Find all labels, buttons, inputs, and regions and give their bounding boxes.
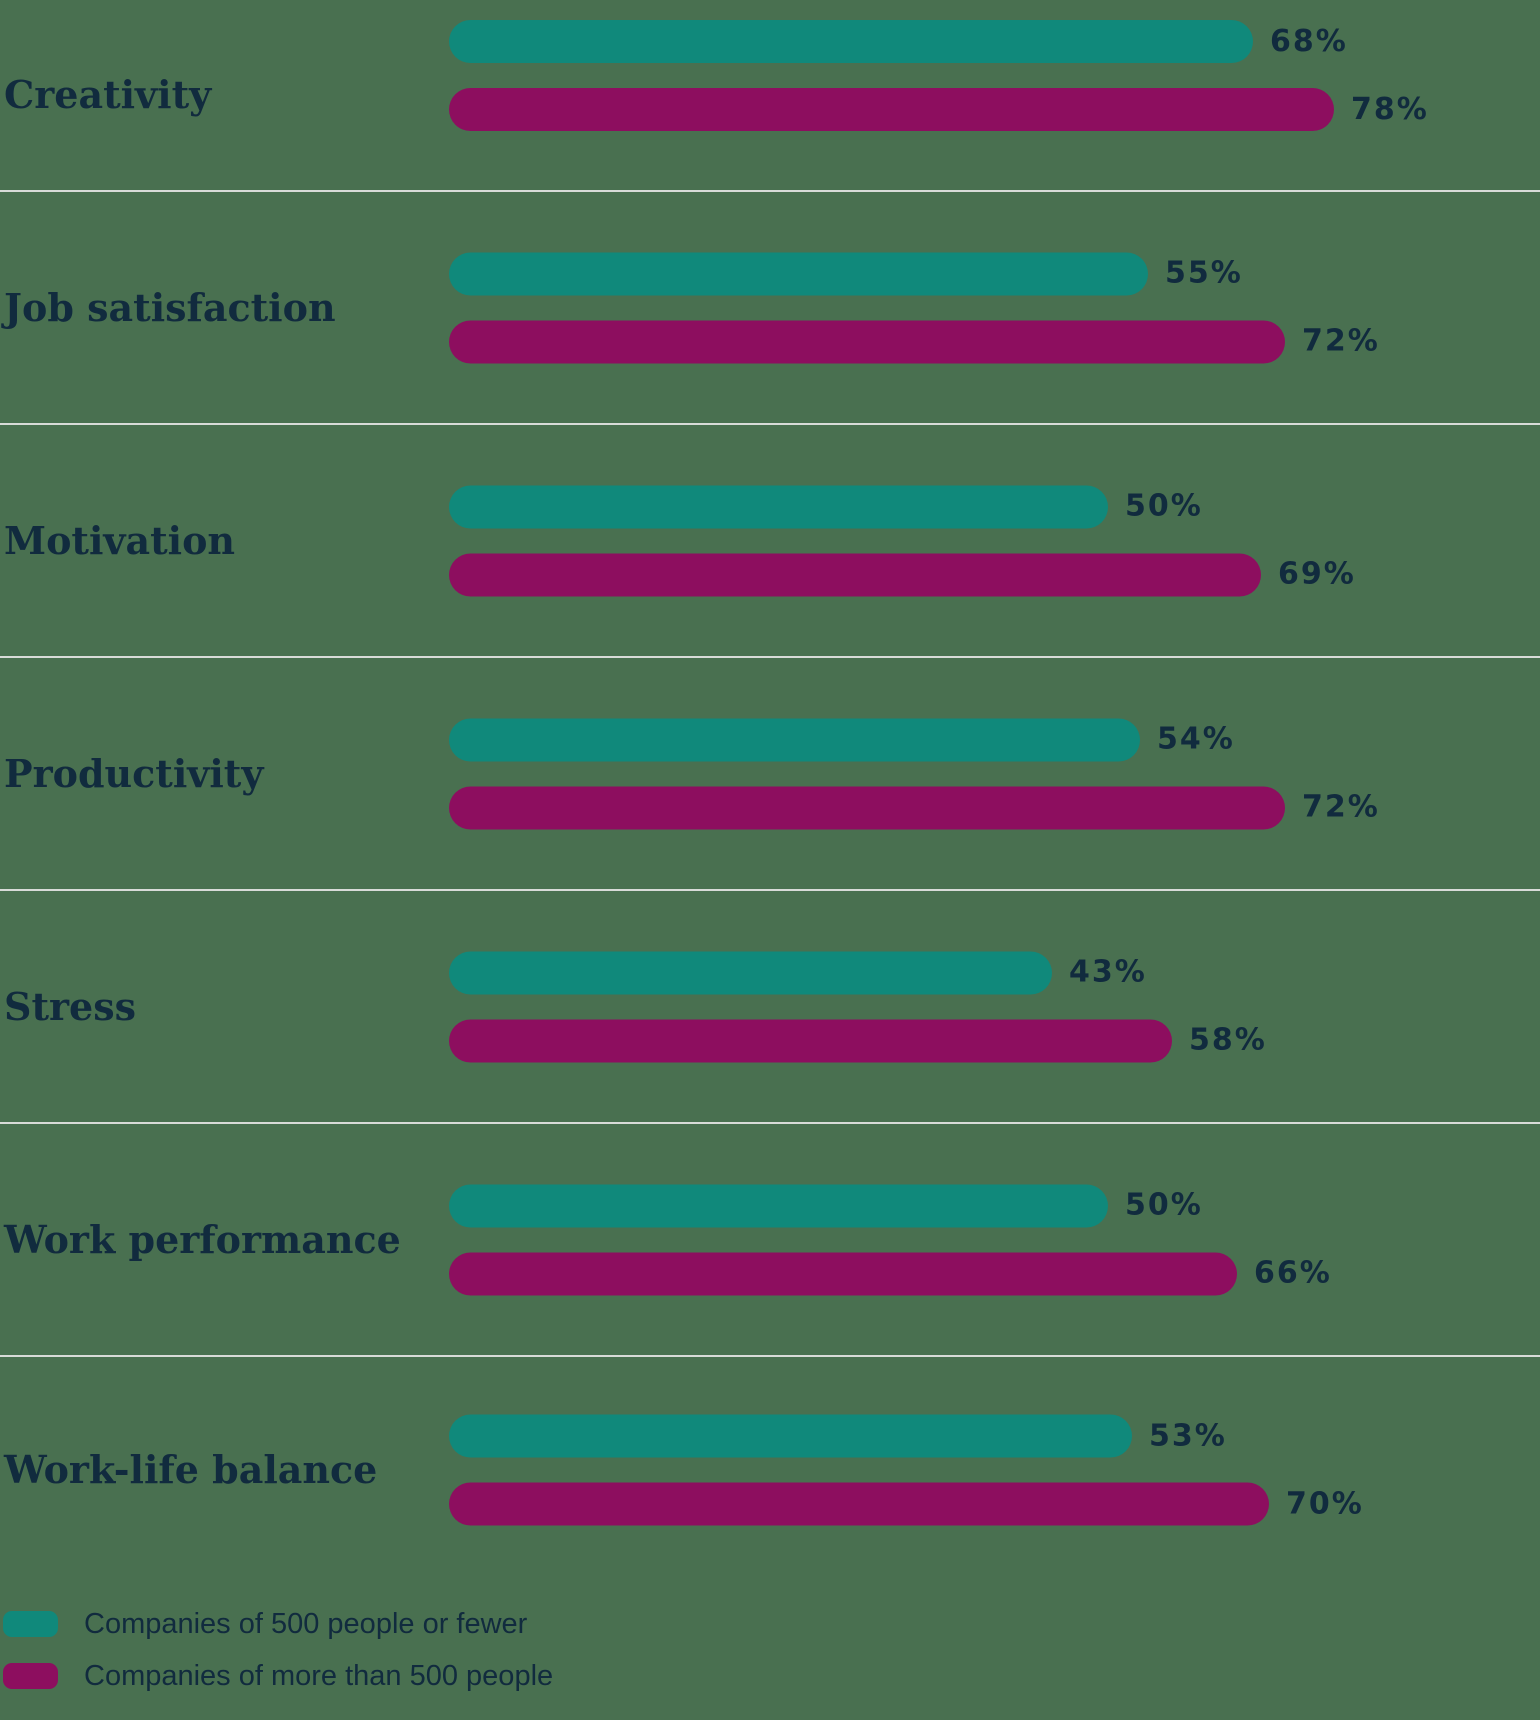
bar-line: 72%: [449, 320, 1540, 363]
bar-value-label: 72%: [1302, 789, 1380, 825]
bar-value-label: 66%: [1254, 1255, 1332, 1291]
category-row: Work-life balance 53% 70%: [0, 1355, 1540, 1583]
category-label: Work-life balance: [4, 1447, 378, 1493]
category-label: Productivity: [4, 750, 264, 796]
bar-large-company: [449, 786, 1285, 829]
bar-large-company: [449, 88, 1334, 131]
category-label: Work performance: [4, 1216, 401, 1262]
category-row: Productivity 54% 72%: [0, 656, 1540, 889]
bar-value-label: 70%: [1286, 1486, 1364, 1521]
category-label: Job satisfaction: [4, 284, 336, 330]
category-label: Creativity: [4, 72, 212, 118]
legend: Companies of 500 people or fewer Compani…: [0, 1583, 1540, 1720]
category-row: Work performance 50% 66%: [0, 1122, 1540, 1355]
bar-group: 54% 72%: [449, 718, 1540, 829]
bar-line: 66%: [449, 1252, 1540, 1295]
legend-item: Companies of more than 500 people: [3, 1661, 1540, 1691]
bar-line: 50%: [449, 485, 1540, 528]
legend-label: Companies of 500 people or fewer: [84, 1608, 528, 1640]
bar-value-label: 58%: [1189, 1022, 1267, 1058]
category-row: Creativity 68% 78%: [0, 0, 1540, 190]
bar-small-company: [449, 1184, 1108, 1227]
bar-small-company: [449, 1414, 1132, 1458]
bar-large-company: [449, 553, 1261, 596]
bar-small-company: [449, 252, 1148, 295]
bar-group: 68% 78%: [449, 20, 1540, 131]
bar-group: 43% 58%: [449, 951, 1540, 1062]
bar-line: 58%: [449, 1019, 1540, 1062]
bar-value-label: 72%: [1302, 323, 1380, 359]
legend-label: Companies of more than 500 people: [84, 1660, 554, 1692]
bar-value-label: 54%: [1157, 721, 1235, 757]
bar-small-company: [449, 718, 1140, 761]
bar-group: 53% 70%: [449, 1414, 1540, 1526]
bar-small-company: [449, 20, 1253, 63]
bar-line: 70%: [449, 1482, 1540, 1526]
bar-value-label: 53%: [1149, 1418, 1227, 1453]
bar-value-label: 43%: [1069, 954, 1147, 990]
bar-value-label: 78%: [1351, 91, 1429, 127]
category-label: Stress: [4, 983, 136, 1029]
bar-large-company: [449, 1252, 1237, 1295]
bar-line: 78%: [449, 88, 1540, 131]
category-row: Job satisfaction 55% 72%: [0, 190, 1540, 423]
bar-large-company: [449, 1482, 1269, 1526]
bar-small-company: [449, 485, 1108, 528]
bar-line: 68%: [449, 20, 1540, 63]
bar-group: 55% 72%: [449, 252, 1540, 363]
category-row: Motivation 50% 69%: [0, 423, 1540, 656]
category-row: Stress 43% 58%: [0, 889, 1540, 1122]
bar-line: 55%: [449, 252, 1540, 295]
bar-large-company: [449, 320, 1285, 363]
bar-line: 54%: [449, 718, 1540, 761]
bar-line: 43%: [449, 951, 1540, 994]
legend-item: Companies of 500 people or fewer: [3, 1609, 1540, 1639]
bar-group: 50% 66%: [449, 1184, 1540, 1295]
bar-value-label: 68%: [1270, 23, 1348, 59]
legend-swatch-large-company: [3, 1663, 58, 1689]
bar-large-company: [449, 1019, 1172, 1062]
bar-line: 53%: [449, 1414, 1540, 1458]
bar-line: 69%: [449, 553, 1540, 596]
bar-line: 50%: [449, 1184, 1540, 1227]
bar-value-label: 69%: [1278, 556, 1356, 592]
bar-value-label: 55%: [1165, 255, 1243, 291]
bar-value-label: 50%: [1125, 488, 1203, 524]
category-label: Motivation: [4, 517, 236, 563]
bar-value-label: 50%: [1125, 1187, 1203, 1223]
bar-line: 72%: [449, 786, 1540, 829]
legend-swatch-small-company: [3, 1611, 58, 1637]
bar-group: 50% 69%: [449, 485, 1540, 596]
bar-small-company: [449, 951, 1052, 994]
